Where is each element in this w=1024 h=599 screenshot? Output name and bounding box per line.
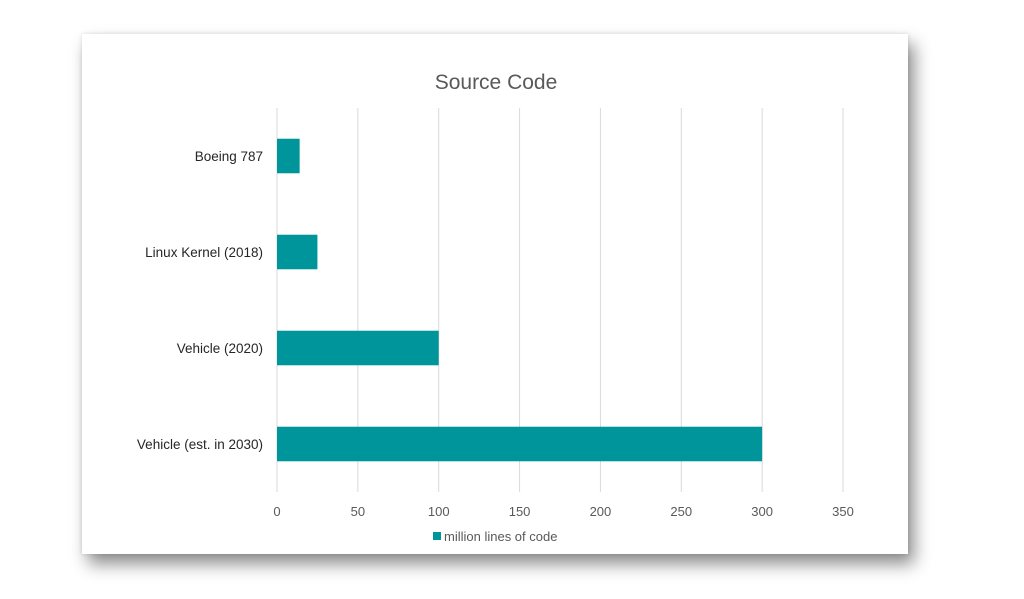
category-label: Vehicle (est. in 2030) [137,437,263,452]
x-axis-ticks: 0 50 100 150 200 250 300 350 [273,504,853,519]
gridlines [276,108,844,492]
x-tick-label: 100 [428,504,450,519]
chart-card: Source Code Boeing 787 Linux Kernel (2018… [82,34,908,554]
bars [277,138,763,462]
category-labels: Boeing 787 Linux Kernel (2018) Vehicle (20… [137,149,263,452]
legend: million lines of code [433,529,557,544]
x-tick-label: 200 [590,504,612,519]
x-tick-label: 250 [670,504,692,519]
legend-swatch [433,532,441,540]
category-label: Boeing 787 [195,149,263,164]
bar [277,426,763,462]
category-label: Linux Kernel (2018) [145,245,263,260]
bar [277,138,300,174]
chart-title: Source Code [435,71,558,94]
x-tick-label: 350 [832,504,854,519]
x-tick-label: 150 [509,504,531,519]
bar-chart: Source Code Boeing 787 Linux Kernel (2018… [137,71,854,544]
category-label: Vehicle (2020) [177,341,263,356]
bar [277,330,439,366]
x-tick-label: 0 [273,504,280,519]
x-tick-label: 50 [351,504,365,519]
bar [277,234,318,270]
legend-label: million lines of code [444,529,557,544]
x-tick-label: 300 [751,504,773,519]
